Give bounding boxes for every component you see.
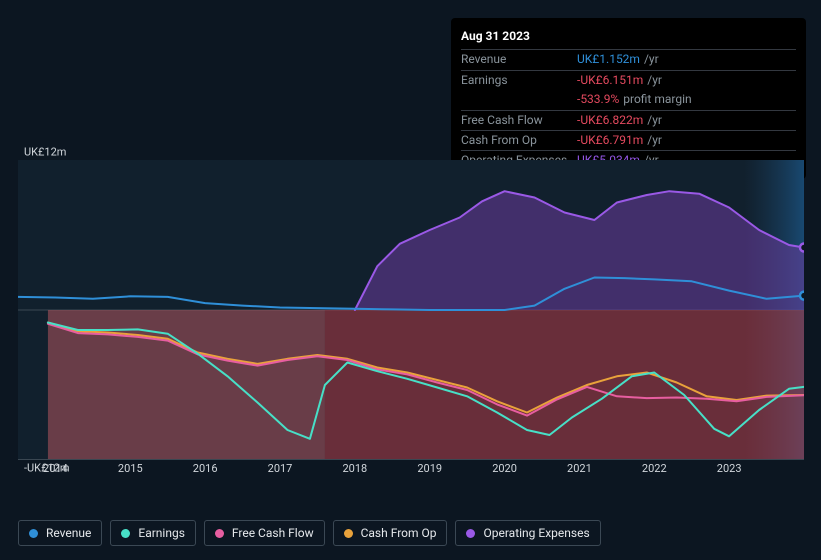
x-axis-label: 2023 [717, 462, 742, 475]
legend-swatch [215, 529, 224, 538]
x-axis-label: 2014 [43, 462, 68, 475]
x-axis-label: 2022 [642, 462, 667, 475]
tooltip-date: Aug 31 2023 [461, 26, 796, 49]
x-axis-label: 2016 [193, 462, 218, 475]
tooltip-row-label: Free Cash Flow [461, 112, 577, 129]
x-axis-label: 2017 [268, 462, 293, 475]
legend-swatch [29, 529, 38, 538]
legend-label: Free Cash Flow [232, 526, 314, 540]
legend-label: Earnings [138, 526, 185, 540]
tooltip-row-value: -UK£6.151m [577, 72, 643, 89]
tooltip-row-unit: /yr [647, 132, 662, 149]
tooltip-row-value: UK£1.152m [577, 51, 640, 68]
legend-item[interactable]: Cash From Op [333, 520, 448, 546]
x-axis-label: 2015 [118, 462, 143, 475]
line-chart[interactable] [18, 160, 804, 460]
legend-item[interactable]: Free Cash Flow [204, 520, 325, 546]
legend-label: Cash From Op [361, 526, 437, 540]
legend-item[interactable]: Operating Expenses [455, 520, 600, 546]
tooltip-row-sub: profit margin [623, 91, 691, 108]
tooltip-row-value: -UK£6.822m [577, 112, 643, 129]
tooltip-row: RevenueUK£1.152m/yr [461, 49, 796, 69]
chart-root: Aug 31 2023 RevenueUK£1.152m/yrEarnings-… [0, 0, 821, 560]
legend-label: Operating Expenses [483, 526, 589, 540]
tooltip-row-label: Revenue [461, 51, 577, 68]
tooltip-row-value: -533.9% [577, 91, 619, 108]
tooltip-row-unit: /yr [647, 112, 662, 129]
tooltip-row-unit: /yr [647, 72, 662, 89]
x-axis-label: 2019 [417, 462, 442, 475]
x-axis-label: 2021 [567, 462, 592, 475]
tooltip-row: Cash From Op-UK£6.791m/yr [461, 130, 796, 150]
legend-swatch [121, 529, 130, 538]
end-marker-op_exp [800, 244, 804, 252]
legend-item[interactable]: Earnings [110, 520, 196, 546]
tooltip-row: -533.9%profit margin [461, 90, 796, 109]
tooltip-row-label [461, 91, 577, 108]
y-axis-label: UK£12m [24, 146, 66, 159]
tooltip-row: Earnings-UK£6.151m/yr [461, 70, 796, 90]
tooltip-row-unit: /yr [644, 51, 659, 68]
x-axis-label: 2018 [342, 462, 367, 475]
tooltip-row: Free Cash Flow-UK£6.822m/yr [461, 110, 796, 130]
tooltip-row-label: Cash From Op [461, 132, 577, 149]
end-marker-revenue [800, 292, 804, 300]
legend-label: Revenue [46, 526, 91, 540]
chart-legend: Revenue Earnings Free Cash Flow Cash From O… [18, 520, 601, 546]
x-axis: 2014 2015 2016 2017 2018 2019 2020 2021 2022 2023 [18, 462, 804, 478]
legend-swatch [466, 529, 475, 538]
x-axis-label: 2020 [492, 462, 517, 475]
legend-swatch [344, 529, 353, 538]
tooltip-panel: Aug 31 2023 RevenueUK£1.152m/yrEarnings-… [451, 18, 806, 179]
legend-item[interactable]: Revenue [18, 520, 102, 546]
tooltip-row-value: -UK£6.791m [577, 132, 643, 149]
tooltip-row-label: Earnings [461, 72, 577, 89]
